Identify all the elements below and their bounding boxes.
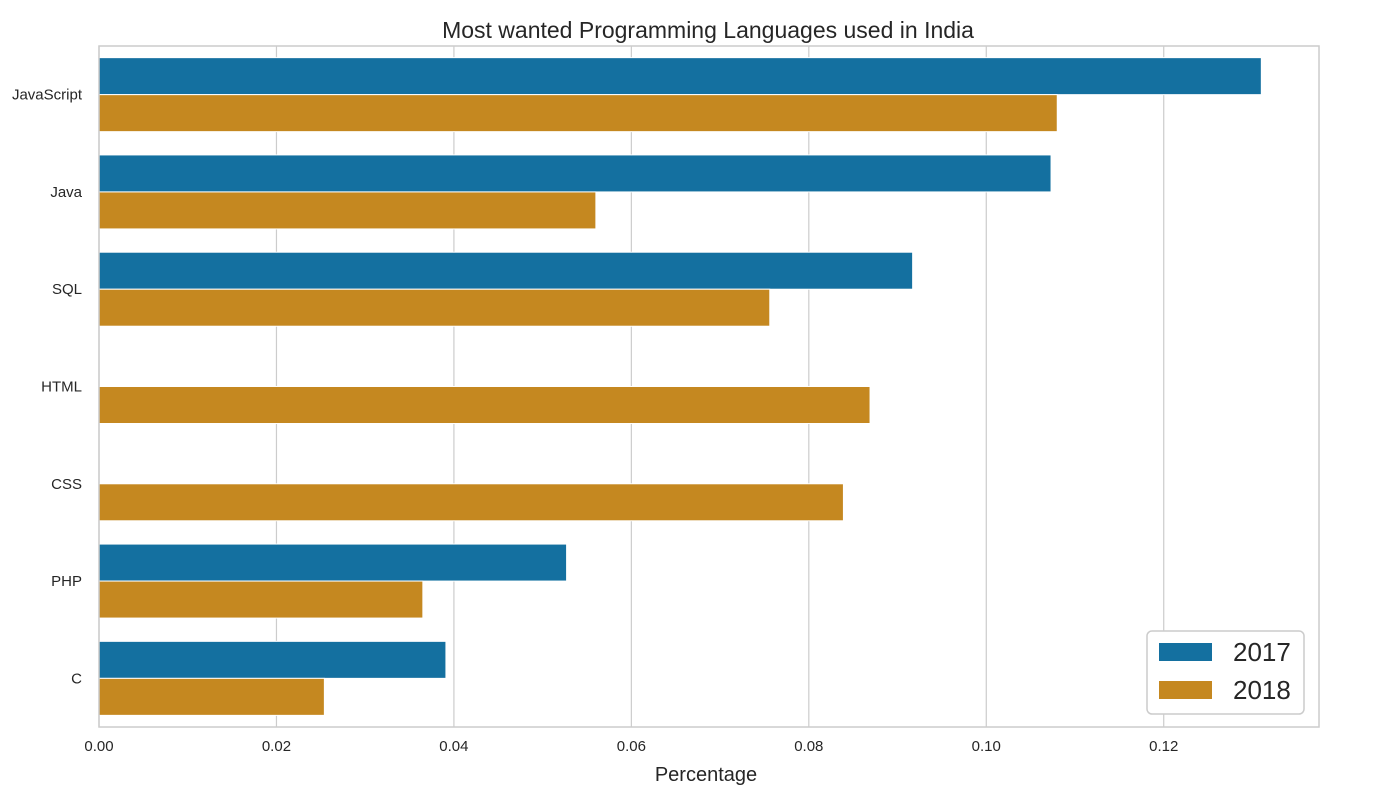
bar-html-2018 <box>98 386 871 424</box>
legend: 2017 2018 <box>1146 630 1305 715</box>
y-tick-label: HTML <box>41 379 82 396</box>
bar-php-2018 <box>98 580 424 619</box>
bar-java-2017 <box>98 154 1052 193</box>
y-tick-label: Java <box>50 184 82 201</box>
x-tick-label: 0.08 <box>794 738 823 755</box>
y-tick-label: PHP <box>51 573 82 590</box>
x-tick-label: 0.02 <box>262 738 291 755</box>
bar-css-2018 <box>98 483 844 522</box>
bar-c-2018 <box>98 677 325 716</box>
bar-sql-2017 <box>98 251 914 290</box>
x-axis-title: Percentage <box>655 764 757 786</box>
legend-swatch <box>1159 643 1212 661</box>
chart-title: Most wanted Programming Languages used i… <box>442 17 974 43</box>
x-tick-label: 0.10 <box>972 738 1001 755</box>
plot-frame <box>98 45 1320 728</box>
y-tick-label: SQL <box>52 281 82 298</box>
bars <box>98 57 1262 716</box>
y-tick-label: CSS <box>51 476 82 493</box>
legend-swatch <box>1159 681 1212 699</box>
x-tick-labels: 0.00 0.02 0.04 0.06 0.08 0.10 0.12 <box>84 738 1178 755</box>
x-tick-label: 0.12 <box>1149 738 1178 755</box>
bar-sql-2018 <box>98 288 771 327</box>
bar-java-2018 <box>98 191 597 230</box>
x-tick-label: 0.04 <box>439 738 468 755</box>
y-tick-label: JavaScript <box>12 87 83 104</box>
legend-label: 2018 <box>1233 675 1291 705</box>
y-tick-labels: JavaScript Java SQL HTML CSS PHP C <box>12 87 83 688</box>
bar-c-2017 <box>98 640 447 679</box>
bar-javascript-2018 <box>98 94 1058 133</box>
y-tick-label: C <box>71 670 82 687</box>
x-tick-label: 0.06 <box>617 738 646 755</box>
x-tick-label: 0.00 <box>84 738 113 755</box>
legend-label: 2017 <box>1233 637 1291 667</box>
bar-javascript-2017 <box>98 57 1262 96</box>
bar-php-2017 <box>98 543 568 582</box>
